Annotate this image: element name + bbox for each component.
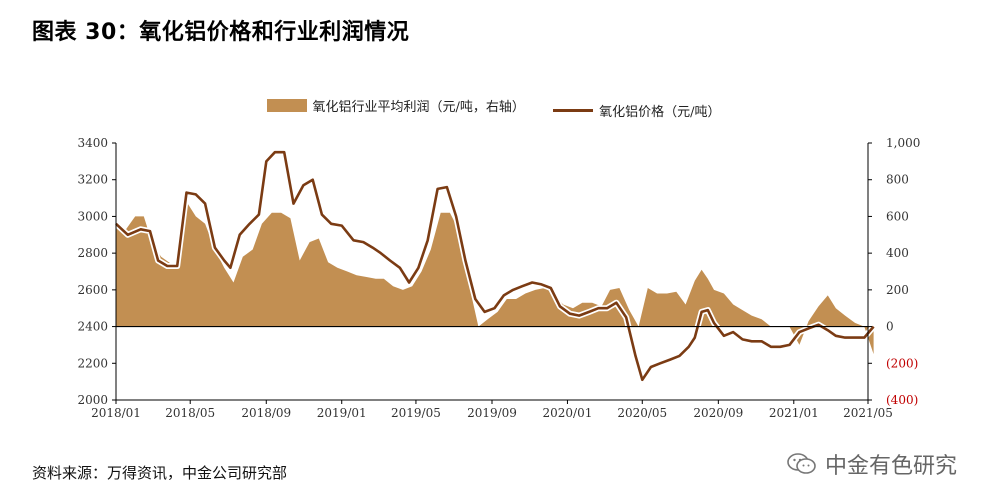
left-tick-label: 3000 [77, 209, 108, 223]
right-tick-label: 0 [886, 320, 894, 334]
right-tick-label: 1,000 [886, 136, 920, 150]
chart-canvas: 20002200240026002800300032003400(400)(20… [77, 136, 920, 420]
x-tick-label: 2021/05 [843, 406, 893, 420]
right-tick-label: 200 [886, 283, 909, 297]
x-tick-label: 2020/09 [693, 406, 743, 420]
legend-swatch-price [553, 109, 594, 112]
legend-swatch-profit [266, 99, 307, 112]
source-note: 资料来源：万得资讯，中金公司研究部 [32, 464, 288, 482]
chart-legend: 氧化铝行业平均利润（元/吨，右轴） 氧化铝价格（元/吨） [0, 96, 987, 120]
brand-name: 中金有色研究 [824, 454, 957, 479]
legend-label-price: 氧化铝价格（元/吨） [599, 105, 721, 120]
right-tick-label: (400) [886, 393, 918, 407]
left-tick-label: 3400 [77, 136, 108, 150]
left-tick-label: 2000 [77, 393, 108, 407]
x-tick-label: 2018/01 [91, 406, 141, 420]
profit-area [116, 201, 874, 355]
price-line [115, 150, 875, 382]
x-tick-label: 2018/09 [241, 406, 291, 420]
legend-item-profit: 氧化铝行业平均利润（元/吨，右轴） [266, 96, 525, 115]
x-tick-label: 2018/05 [165, 406, 215, 420]
right-tick-label: (200) [886, 356, 918, 370]
x-tick-label: 2019/01 [317, 406, 367, 420]
right-tick-label: 800 [886, 173, 909, 187]
x-tick-label: 2019/05 [391, 406, 441, 420]
x-tick-label: 2020/05 [617, 406, 667, 420]
x-tick-label: 2021/01 [769, 406, 819, 420]
brand: 中金有色研究 [787, 448, 957, 480]
left-tick-label: 2600 [77, 283, 108, 297]
page-title: 图表 30：氧化铝价格和行业利润情况 [32, 20, 410, 45]
right-tick-label: 600 [886, 209, 909, 223]
legend-label-profit: 氧化铝行业平均利润（元/吨，右轴） [312, 100, 525, 115]
right-tick-label: 400 [886, 246, 909, 260]
left-tick-label: 2200 [77, 356, 108, 370]
left-tick-label: 3200 [77, 173, 108, 187]
left-tick-label: 2800 [77, 246, 108, 260]
x-tick-label: 2020/01 [543, 406, 593, 420]
left-tick-label: 2400 [77, 320, 108, 334]
wechat-icon [787, 453, 816, 474]
x-tick-label: 2019/09 [467, 406, 517, 420]
legend-item-price: 氧化铝价格（元/吨） [553, 101, 720, 120]
